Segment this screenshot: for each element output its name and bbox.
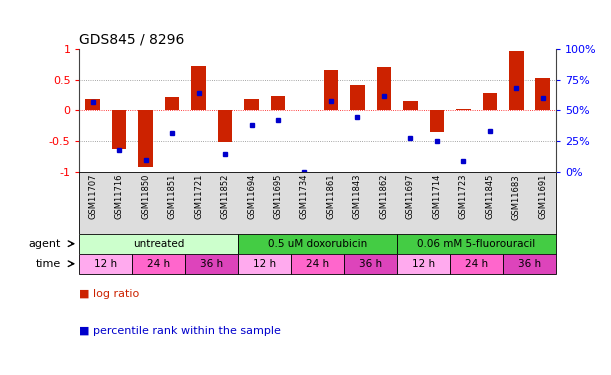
Bar [79,234,238,254]
Bar [238,234,397,254]
Text: GSM11862: GSM11862 [379,174,389,219]
Text: GSM11721: GSM11721 [194,174,203,219]
Bar [165,97,180,110]
Bar [397,254,450,274]
Bar [133,254,185,274]
Bar [291,254,344,274]
Text: GSM11723: GSM11723 [459,174,468,219]
Text: 24 h: 24 h [147,259,170,269]
Bar [376,67,391,110]
Bar [350,84,365,110]
Text: GSM11861: GSM11861 [326,174,335,219]
Text: GSM11691: GSM11691 [538,174,547,219]
Bar [112,110,126,149]
Text: GSM11851: GSM11851 [167,174,177,219]
Text: 0.06 mM 5-fluorouracil: 0.06 mM 5-fluorouracil [417,239,536,249]
Bar [397,234,556,254]
Text: time: time [35,259,61,269]
Text: GSM11714: GSM11714 [433,174,441,219]
Text: untreated: untreated [133,239,185,249]
Text: GSM11707: GSM11707 [88,174,97,219]
Text: 12 h: 12 h [94,259,117,269]
Bar [244,99,259,110]
Text: GSM11734: GSM11734 [300,174,309,219]
Text: 36 h: 36 h [359,259,382,269]
Text: agent: agent [29,239,61,249]
Text: GSM11694: GSM11694 [247,174,256,219]
Bar [218,110,232,142]
Bar [238,254,291,274]
Bar [191,66,206,110]
Text: ■ log ratio: ■ log ratio [79,289,140,299]
Text: 36 h: 36 h [518,259,541,269]
Text: 12 h: 12 h [412,259,435,269]
Text: GDS845 / 8296: GDS845 / 8296 [79,32,185,46]
Bar [430,110,444,132]
Text: GSM11843: GSM11843 [353,174,362,219]
Text: GSM11697: GSM11697 [406,174,415,219]
Text: 24 h: 24 h [306,259,329,269]
Bar [344,254,397,274]
Text: GSM11683: GSM11683 [512,174,521,219]
Text: GSM11845: GSM11845 [485,174,494,219]
Bar [324,70,338,110]
Text: GSM11850: GSM11850 [141,174,150,219]
Text: GSM11695: GSM11695 [274,174,282,219]
Bar [503,254,556,274]
Bar [271,96,285,110]
Bar [86,99,100,110]
Bar [535,78,550,110]
Bar [403,101,418,110]
Bar [450,254,503,274]
Bar [79,254,133,274]
Bar [138,110,153,167]
Bar [456,108,470,110]
Text: 0.5 uM doxorubicin: 0.5 uM doxorubicin [268,239,367,249]
Bar [483,93,497,110]
Text: 24 h: 24 h [465,259,488,269]
Bar [185,254,238,274]
Text: 12 h: 12 h [253,259,276,269]
Bar [509,51,524,110]
Text: 36 h: 36 h [200,259,224,269]
Text: GSM11852: GSM11852 [221,174,230,219]
Text: ■ percentile rank within the sample: ■ percentile rank within the sample [79,326,281,336]
Text: GSM11716: GSM11716 [115,174,123,219]
